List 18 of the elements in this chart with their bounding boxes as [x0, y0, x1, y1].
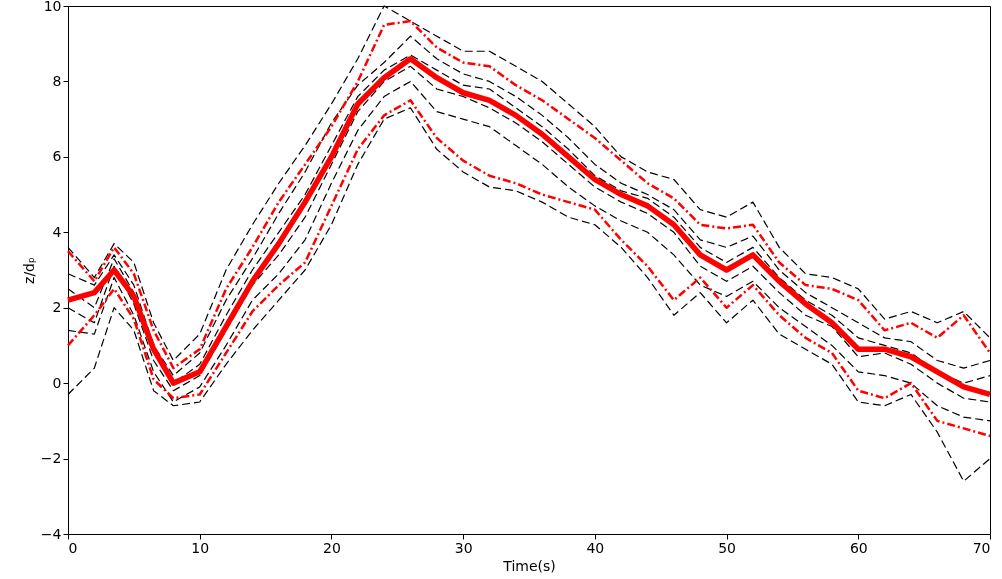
y-tick-label: 10	[43, 0, 62, 14]
x-tick-label: 0	[68, 539, 78, 556]
x-axis-title: Time(s)	[502, 557, 556, 574]
x-tick-label: 30	[454, 539, 473, 556]
x-tick-label: 60	[849, 539, 868, 556]
y-tick-label: 2	[52, 299, 62, 316]
x-tick-label: 40	[586, 539, 605, 556]
x-tick-label: 70	[972, 539, 991, 556]
y-tick-label: 8	[52, 72, 62, 89]
y-tick-label: 6	[52, 148, 62, 165]
y-axis-title: z/dₚ	[20, 257, 37, 284]
y-tick-label: −2	[40, 450, 62, 467]
x-tick-label: 50	[718, 539, 736, 556]
y-tick-label: 0	[52, 374, 62, 391]
y-tick-label: −4	[40, 525, 62, 542]
y-tick-label: 4	[52, 223, 62, 240]
x-tick-label: 10	[191, 539, 210, 556]
x-tick-label: 20	[323, 539, 341, 556]
